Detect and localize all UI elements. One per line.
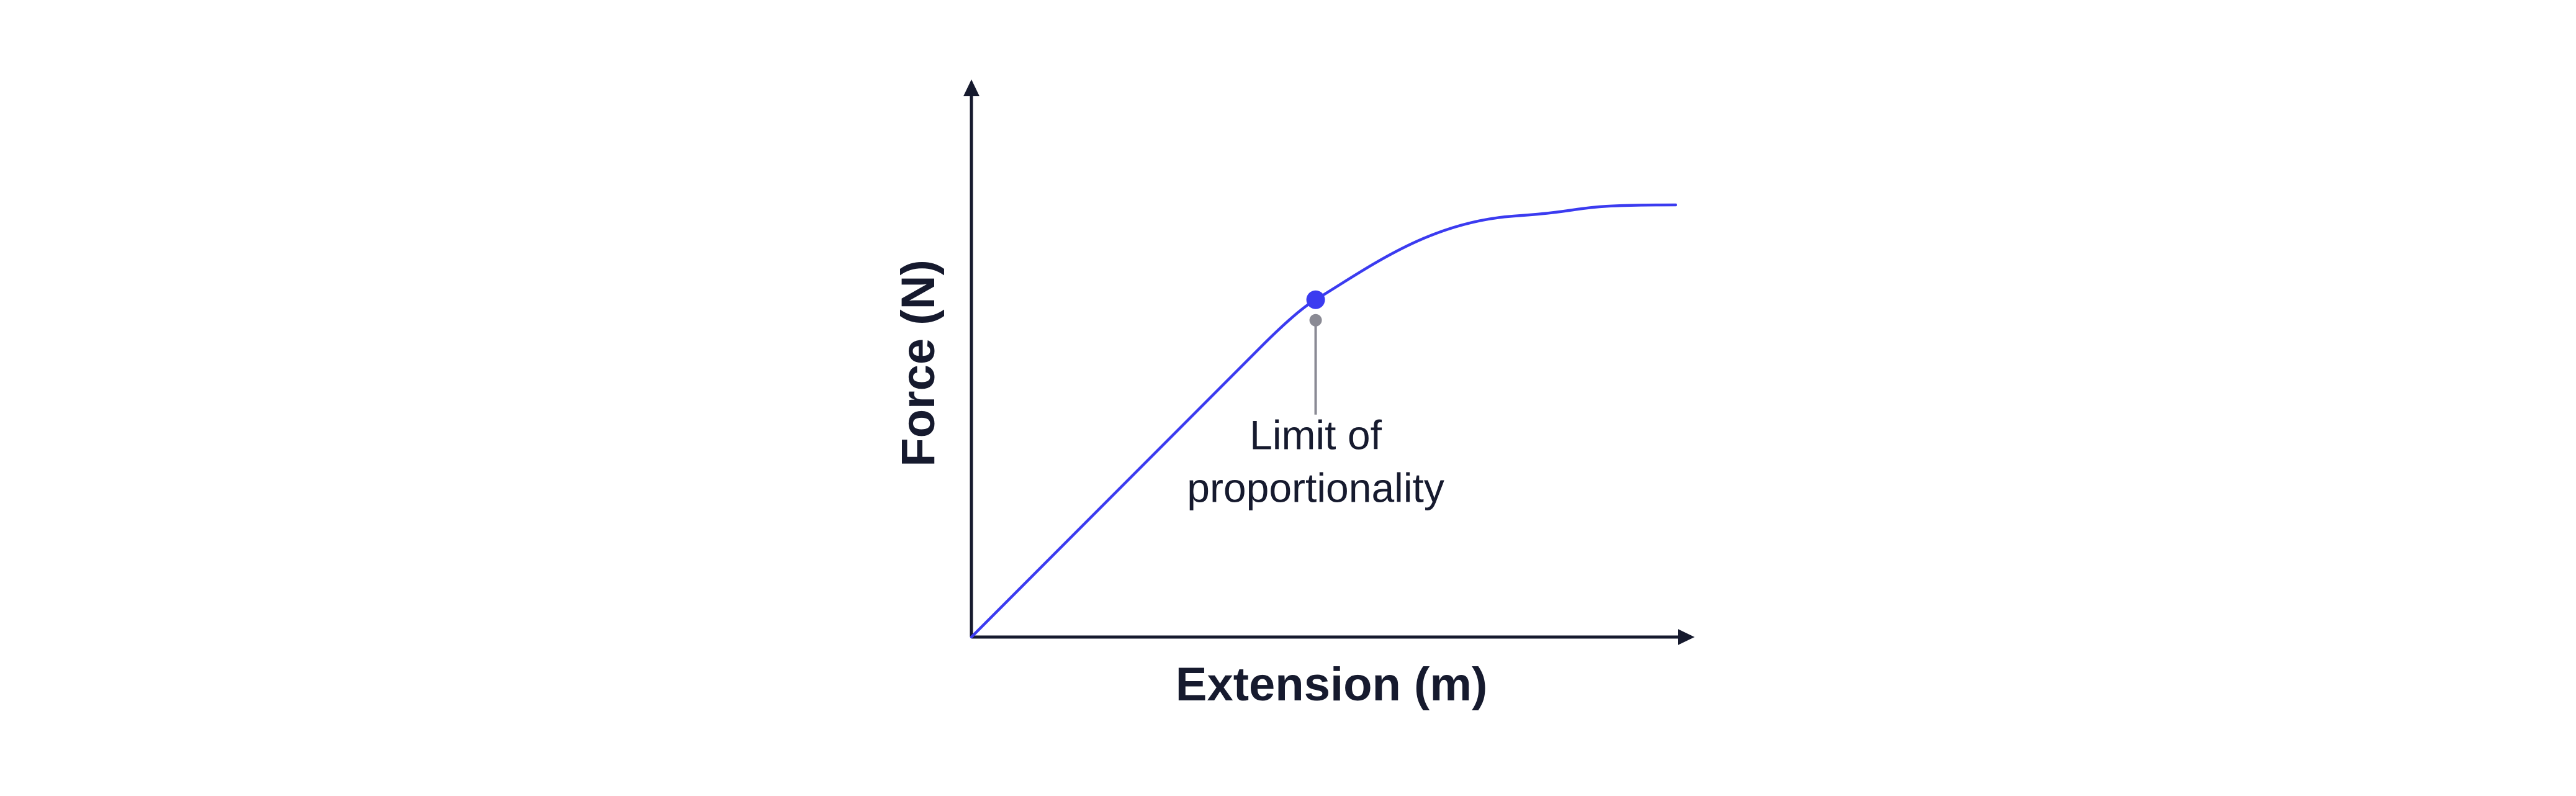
y-axis-arrowhead <box>963 79 980 96</box>
y-axis-title: Force (N) <box>892 260 945 467</box>
x-axis-arrowhead <box>1678 629 1695 645</box>
x-axis-title: Extension (m) <box>1176 658 1488 711</box>
annotation-label-line-2: proportionality <box>1187 465 1444 511</box>
annotation-anchor-dot <box>1309 314 1322 327</box>
series-line <box>970 203 1677 639</box>
axes <box>963 79 1695 645</box>
annotation-label-line-1: Limit of <box>1250 412 1382 458</box>
limit-of-proportionality-point <box>1306 290 1325 309</box>
